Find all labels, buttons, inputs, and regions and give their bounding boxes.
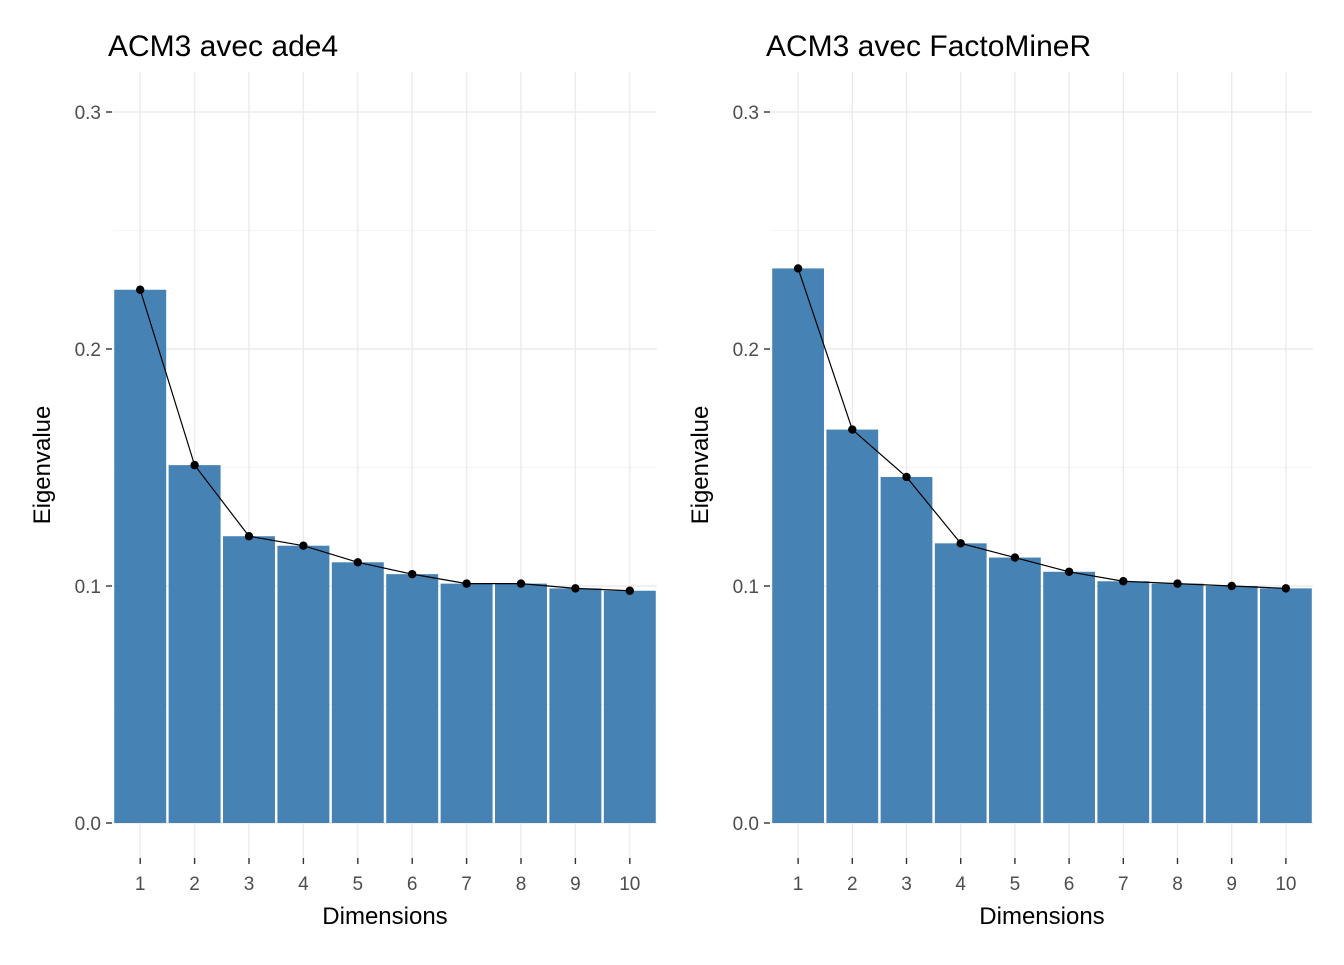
x-tick-label: 8 <box>516 874 527 895</box>
bars <box>772 268 1312 823</box>
x-tick-label: 4 <box>298 874 309 895</box>
eigenvalue-line <box>797 268 1286 589</box>
chart-panel-1: 0.0 0.1 0.2 0.3 1 2 3 4 5 6 7 8 9 10 ACM3 avec ade4 Dim… <box>29 30 657 930</box>
x-axis: 1 2 3 4 5 6 7 8 9 10 <box>135 858 640 895</box>
bar-dim-10 <box>603 590 656 823</box>
bar-dim-8 <box>495 583 547 823</box>
x-axis: 1 2 3 4 5 6 7 8 9 10 <box>793 858 1296 895</box>
x-tick-label: 5 <box>353 874 364 895</box>
x-tick-label: 4 <box>955 874 966 895</box>
y-axis: 0.0 0.1 0.2 0.3 <box>733 103 770 835</box>
chart-panel-2: 0.0 0.1 0.2 0.3 1 2 3 4 5 6 7 8 9 10 ACM3 avec FactoMi… <box>687 30 1313 930</box>
y-tick-label: 0.0 <box>75 814 101 835</box>
bar-dim-1 <box>772 268 824 823</box>
bar-dim-7 <box>1097 581 1150 823</box>
bar-dim-9 <box>1205 586 1258 823</box>
x-tick-label: 8 <box>1172 874 1183 895</box>
eigenvalue-line <box>139 289 630 592</box>
y-tick-label: 0.3 <box>75 103 101 124</box>
bar-dim-4 <box>277 545 330 823</box>
y-axis-title: Eigenvalue <box>29 406 56 525</box>
bar-dim-3 <box>223 536 275 823</box>
point-dim-6 <box>408 569 417 579</box>
bar-dim-1 <box>114 289 167 823</box>
x-tick-label: 2 <box>847 874 858 895</box>
point-dim-1 <box>793 264 803 273</box>
y-tick-label: 0.2 <box>75 340 101 361</box>
x-tick-label: 1 <box>793 874 804 895</box>
point-dim-3 <box>902 472 911 482</box>
x-tick-label: 6 <box>1064 874 1075 895</box>
point-dim-9 <box>1227 581 1236 591</box>
bar-dim-2 <box>826 429 879 823</box>
points <box>793 264 1291 593</box>
bar-dim-9 <box>549 588 602 823</box>
y-axis: 0.0 0.1 0.2 0.3 <box>75 103 112 835</box>
point-dim-9 <box>571 584 580 593</box>
point-dim-4 <box>299 541 308 550</box>
bar-dim-8 <box>1151 583 1204 823</box>
point-dim-7 <box>1119 577 1128 586</box>
y-tick-label: 0.1 <box>733 577 759 598</box>
x-tick-label: 7 <box>461 874 472 895</box>
points <box>136 285 634 595</box>
chart-title: ACM3 avec FactoMineR <box>766 30 1091 63</box>
x-tick-label: 5 <box>1010 874 1021 895</box>
x-tick-label: 10 <box>1275 874 1296 895</box>
chart-title: ACM3 avec ade4 <box>108 30 338 63</box>
y-axis-title: Eigenvalue <box>687 406 714 525</box>
x-axis-title: Dimensions <box>979 903 1104 930</box>
bar-dim-3 <box>880 476 933 823</box>
x-tick-label: 10 <box>619 874 640 895</box>
point-dim-5 <box>353 558 362 567</box>
bar-dim-4 <box>934 543 987 823</box>
x-tick-label: 1 <box>135 874 146 895</box>
point-dim-5 <box>1010 553 1020 562</box>
bar-dim-6 <box>1043 571 1095 823</box>
y-tick-label: 0.3 <box>733 103 759 124</box>
x-axis-title: Dimensions <box>322 903 447 930</box>
x-tick-label: 9 <box>1226 874 1237 895</box>
bar-dim-5 <box>331 562 384 823</box>
point-dim-7 <box>462 579 471 588</box>
point-dim-6 <box>1064 567 1074 576</box>
point-dim-2 <box>190 460 199 470</box>
x-tick-label: 6 <box>407 874 418 895</box>
x-tick-label: 3 <box>901 874 912 895</box>
point-dim-3 <box>244 532 254 541</box>
point-dim-8 <box>1173 579 1182 588</box>
x-tick-label: 3 <box>244 874 255 895</box>
point-dim-2 <box>848 425 857 434</box>
x-tick-label: 9 <box>570 874 581 895</box>
point-dim-10 <box>625 586 634 595</box>
y-tick-label: 0.1 <box>75 577 101 598</box>
bar-dim-6 <box>386 574 439 823</box>
bar-dim-2 <box>168 465 221 823</box>
x-tick-label: 2 <box>189 874 200 895</box>
bars <box>114 289 656 823</box>
bar-dim-10 <box>1260 588 1312 823</box>
y-tick-label: 0.2 <box>733 340 759 361</box>
y-tick-label: 0.0 <box>733 814 759 835</box>
bar-dim-7 <box>440 583 493 823</box>
point-dim-1 <box>136 285 145 294</box>
point-dim-4 <box>956 539 965 548</box>
point-dim-8 <box>516 579 526 588</box>
point-dim-10 <box>1281 584 1291 593</box>
x-tick-label: 7 <box>1118 874 1129 895</box>
bar-dim-5 <box>989 557 1041 823</box>
